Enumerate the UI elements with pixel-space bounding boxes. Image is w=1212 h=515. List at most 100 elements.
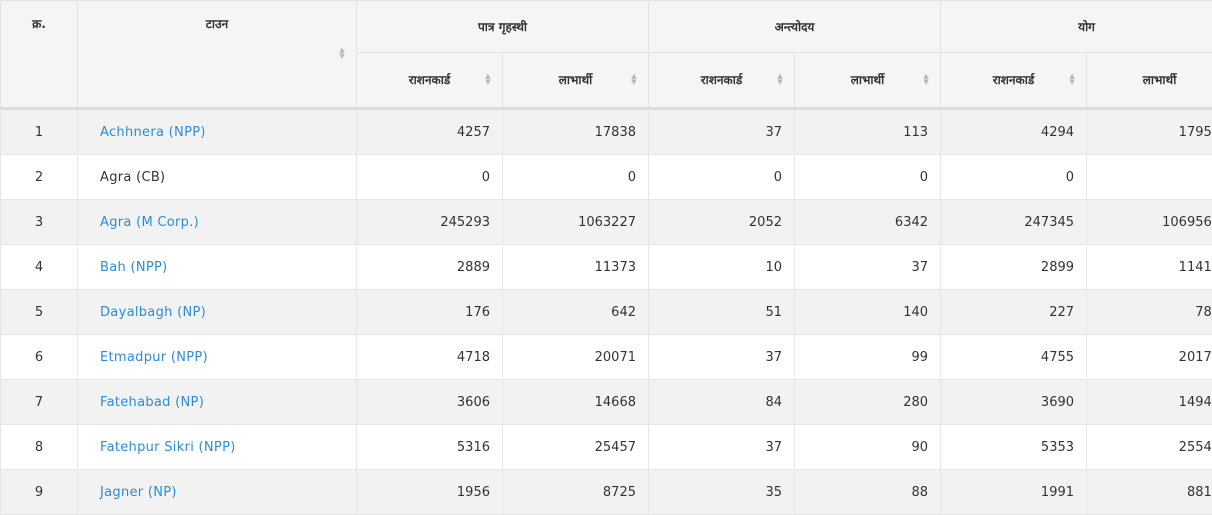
sort-arrows-icon[interactable]: ▲▼ xyxy=(1068,73,1076,85)
table-header: क्र. टाउन ▲▼ पात्र गृहस्थी अन्त्योदय योग… xyxy=(1,1,1212,109)
ph-ben-cell: 14668 xyxy=(503,380,649,425)
town-link[interactable]: Fatehabad (NP) xyxy=(100,395,204,410)
sort-arrows-icon[interactable]: ▲▼ xyxy=(484,73,492,85)
town-link[interactable]: Achhnera (NPP) xyxy=(100,125,206,140)
serial-cell: 4 xyxy=(1,245,78,290)
tot-card-cell: 227 xyxy=(941,290,1087,335)
group-header-total: योग xyxy=(941,1,1212,53)
aay-ben-cell: 280 xyxy=(795,380,941,425)
town-name: Agra (CB) xyxy=(100,170,165,185)
tot-card-cell: 1991 xyxy=(941,470,1087,515)
sort-arrows-icon[interactable]: ▲▼ xyxy=(922,73,930,85)
town-cell: Fatehpur Sikri (NPP) xyxy=(78,425,357,470)
aay-ben-cell: 0 xyxy=(795,155,941,200)
serial-cell: 1 xyxy=(1,109,78,155)
column-header-aay-beneficiaries[interactable]: लाभार्थी ▲▼ xyxy=(795,52,941,108)
ph-ben-cell: 0 xyxy=(503,155,649,200)
column-header-town[interactable]: टाउन ▲▼ xyxy=(78,1,357,109)
serial-cell: 6 xyxy=(1,335,78,380)
group-header-antyodaya: अन्त्योदय xyxy=(649,1,941,53)
sort-arrows-icon[interactable]: ▲▼ xyxy=(630,73,638,85)
tot-card-cell: 4755 xyxy=(941,335,1087,380)
ph-card-cell: 1956 xyxy=(357,470,503,515)
tot-ben-cell: 782 xyxy=(1087,290,1212,335)
column-header-label: राशनकार्ड xyxy=(701,73,743,87)
tot-card-cell: 247345 xyxy=(941,200,1087,245)
aay-card-cell: 51 xyxy=(649,290,795,335)
aay-card-cell: 37 xyxy=(649,109,795,155)
serial-cell: 7 xyxy=(1,380,78,425)
column-header-aay-ration-card[interactable]: राशनकार्ड ▲▼ xyxy=(649,52,795,108)
ph-ben-cell: 642 xyxy=(503,290,649,335)
aay-card-cell: 2052 xyxy=(649,200,795,245)
town-cell: Dayalbagh (NP) xyxy=(78,290,357,335)
aay-ben-cell: 113 xyxy=(795,109,941,155)
ph-card-cell: 4257 xyxy=(357,109,503,155)
table-row: 5 Dayalbagh (NP) 17664251140227782 xyxy=(1,290,1212,335)
aay-card-cell: 10 xyxy=(649,245,795,290)
column-header-serial-label: क्र. xyxy=(32,17,46,31)
column-header-total-beneficiaries[interactable]: लाभार्थी ▲▼ xyxy=(1087,52,1212,108)
column-header-serial: क्र. xyxy=(1,1,78,109)
town-cell: Agra (CB) xyxy=(78,155,357,200)
town-cell: Bah (NPP) xyxy=(78,245,357,290)
ph-card-cell: 2889 xyxy=(357,245,503,290)
ph-card-cell: 0 xyxy=(357,155,503,200)
town-link[interactable]: Jagner (NP) xyxy=(100,485,177,500)
column-header-label: लाभार्थी xyxy=(851,73,885,87)
ph-card-cell: 4718 xyxy=(357,335,503,380)
tot-ben-cell: 17951 xyxy=(1087,109,1212,155)
ph-card-cell: 5316 xyxy=(357,425,503,470)
tot-card-cell: 5353 xyxy=(941,425,1087,470)
aay-ben-cell: 140 xyxy=(795,290,941,335)
sort-arrows-icon[interactable]: ▲▼ xyxy=(338,47,346,59)
tot-ben-cell: 8813 xyxy=(1087,470,1212,515)
town-cell: Fatehabad (NP) xyxy=(78,380,357,425)
serial-cell: 5 xyxy=(1,290,78,335)
aay-ben-cell: 37 xyxy=(795,245,941,290)
tot-ben-cell: 11410 xyxy=(1087,245,1212,290)
group-header-label: पात्र गृहस्थी xyxy=(478,20,527,34)
column-header-ph-beneficiaries[interactable]: लाभार्थी ▲▼ xyxy=(503,52,649,108)
tot-ben-cell: 0 xyxy=(1087,155,1212,200)
town-cell: Achhnera (NPP) xyxy=(78,109,357,155)
aay-card-cell: 37 xyxy=(649,335,795,380)
town-link[interactable]: Dayalbagh (NP) xyxy=(100,305,206,320)
ph-ben-cell: 8725 xyxy=(503,470,649,515)
group-header-label: योग xyxy=(1078,20,1095,34)
column-header-label: राशनकार्ड xyxy=(409,73,451,87)
column-header-label: लाभार्थी xyxy=(1143,73,1177,87)
column-header-label: लाभार्थी xyxy=(559,73,593,87)
ph-card-cell: 245293 xyxy=(357,200,503,245)
town-link[interactable]: Fatehpur Sikri (NPP) xyxy=(100,440,236,455)
tot-card-cell: 4294 xyxy=(941,109,1087,155)
tot-card-cell: 3690 xyxy=(941,380,1087,425)
column-header-label: राशनकार्ड xyxy=(993,73,1035,87)
aay-card-cell: 37 xyxy=(649,425,795,470)
town-link[interactable]: Bah (NPP) xyxy=(100,260,168,275)
sort-arrows-icon[interactable]: ▲▼ xyxy=(776,73,784,85)
town-cell: Etmadpur (NPP) xyxy=(78,335,357,380)
ph-ben-cell: 20071 xyxy=(503,335,649,380)
column-header-total-ration-card[interactable]: राशनकार्ड ▲▼ xyxy=(941,52,1087,108)
column-header-ph-ration-card[interactable]: राशनकार्ड ▲▼ xyxy=(357,52,503,108)
serial-cell: 8 xyxy=(1,425,78,470)
town-cell: Agra (M Corp.) xyxy=(78,200,357,245)
town-link[interactable]: Agra (M Corp.) xyxy=(100,215,199,230)
column-header-town-label: टाउन xyxy=(206,17,228,31)
aay-card-cell: 84 xyxy=(649,380,795,425)
ph-ben-cell: 1063227 xyxy=(503,200,649,245)
ph-card-cell: 176 xyxy=(357,290,503,335)
aay-card-cell: 0 xyxy=(649,155,795,200)
aay-card-cell: 35 xyxy=(649,470,795,515)
town-link[interactable]: Etmadpur (NPP) xyxy=(100,350,208,365)
